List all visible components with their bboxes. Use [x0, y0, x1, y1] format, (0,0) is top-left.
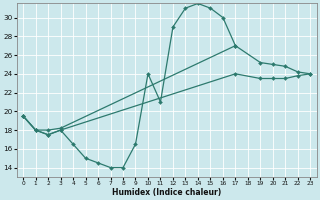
X-axis label: Humidex (Indice chaleur): Humidex (Indice chaleur)	[112, 188, 221, 197]
